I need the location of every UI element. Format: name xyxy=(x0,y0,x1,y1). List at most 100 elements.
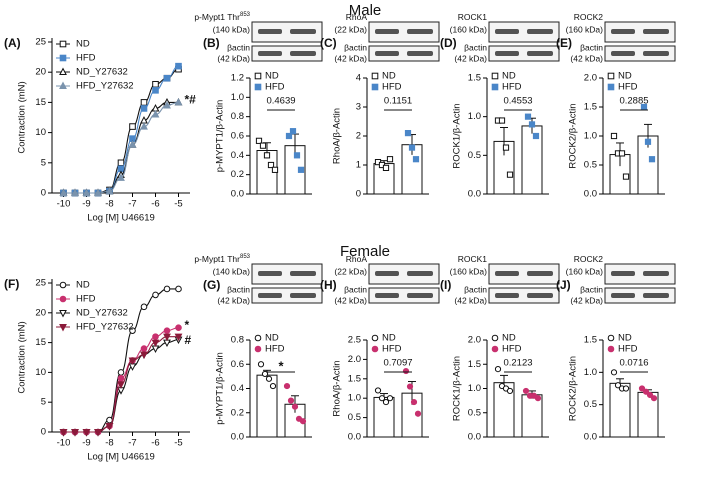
marker xyxy=(386,395,394,402)
blot-band xyxy=(495,293,519,298)
blot-control-kda: (42 kDa) xyxy=(217,295,250,305)
marker xyxy=(494,366,502,373)
legend-label: HFD xyxy=(265,82,285,93)
marker xyxy=(151,339,160,348)
blot-band xyxy=(375,271,399,276)
blot-band xyxy=(495,51,519,56)
y-axis-label: RhoA/β-Actin xyxy=(332,108,343,164)
marker xyxy=(646,391,654,399)
marker xyxy=(117,381,125,389)
marker xyxy=(524,113,532,120)
blot-control xyxy=(251,45,323,62)
blot-control-label: βactin xyxy=(227,42,250,52)
blot-band xyxy=(375,51,399,56)
marker xyxy=(498,117,506,124)
panel-label: (I) xyxy=(440,278,451,292)
marker xyxy=(117,173,125,181)
panel-label: (C) xyxy=(320,36,337,50)
blot-target-label: RhoA xyxy=(346,12,368,22)
y-tick-label: 0.4 xyxy=(231,150,244,161)
marker xyxy=(642,388,650,395)
marker xyxy=(163,285,171,293)
marker xyxy=(59,281,67,289)
y-tick-label: 10 xyxy=(35,127,46,138)
significance: 0.1151 xyxy=(384,96,412,107)
marker xyxy=(255,137,263,144)
blot-band xyxy=(258,293,282,298)
marker xyxy=(287,397,295,404)
legend-label: HFD_Y27632 xyxy=(76,322,134,333)
y-tick-label: 0.5 xyxy=(468,407,481,418)
blot-band xyxy=(527,29,553,34)
y-tick-label: 0.0 xyxy=(468,189,481,200)
marker xyxy=(283,382,291,390)
blot-band xyxy=(407,293,433,298)
marker xyxy=(152,80,159,88)
blot-target-name: ROCK1 xyxy=(458,12,488,22)
y-tick-label: 1.0 xyxy=(584,131,597,142)
marker xyxy=(371,72,379,80)
y-tick-label: 4 xyxy=(356,73,361,84)
marker xyxy=(491,345,499,353)
blot-target xyxy=(368,263,440,285)
marker xyxy=(622,385,630,392)
blot-band xyxy=(375,293,399,298)
marker xyxy=(406,383,414,390)
legend-label: ND xyxy=(618,71,632,82)
y-tick-label: 1.5 xyxy=(468,73,481,84)
marker xyxy=(163,74,171,82)
x-tick-label: -8 xyxy=(105,199,113,210)
blot-target xyxy=(488,263,560,285)
blot-target xyxy=(251,21,323,43)
blot-band xyxy=(527,293,553,298)
section-heading: Male xyxy=(349,2,382,19)
blot-band xyxy=(611,271,635,276)
marker xyxy=(261,370,269,378)
blot-band xyxy=(258,29,282,34)
marker xyxy=(371,334,379,342)
blot-band xyxy=(290,293,316,298)
marker xyxy=(265,375,273,382)
y-tick-label: 0 xyxy=(41,188,46,199)
marker xyxy=(650,395,658,402)
marker xyxy=(404,130,412,137)
marker xyxy=(59,54,67,62)
panel-label: (H) xyxy=(320,278,337,292)
blot-band xyxy=(527,51,553,56)
x-tick-label: -8 xyxy=(105,438,113,449)
y-tick-label: 0.6 xyxy=(231,359,244,370)
marker xyxy=(175,324,182,332)
significance: * xyxy=(185,318,190,332)
x-tick-label: -7 xyxy=(128,438,136,449)
marker xyxy=(128,140,137,148)
marker xyxy=(105,186,114,195)
x-axis-label: Log [M] U46619 xyxy=(87,452,155,463)
marker xyxy=(297,166,305,173)
marker xyxy=(289,128,297,135)
legend-label: ND xyxy=(265,71,279,82)
blot-target-label: ROCK2 xyxy=(574,12,604,22)
blot-target-label: ROCK2 xyxy=(574,254,604,264)
significance: * xyxy=(278,358,284,373)
blot-control xyxy=(488,45,560,62)
legend-label: HFD xyxy=(618,82,638,93)
y-tick-label: 0.0 xyxy=(584,432,597,443)
marker xyxy=(414,410,422,417)
y-tick-label: 0.5 xyxy=(584,399,597,410)
blot-target-label: ROCK1 xyxy=(458,12,488,22)
blot-target xyxy=(488,21,560,43)
blot-target-name: ROCK1 xyxy=(458,254,488,264)
blot-band xyxy=(407,29,433,34)
marker xyxy=(163,327,171,334)
marker xyxy=(140,351,148,359)
x-tick-label: -9 xyxy=(82,199,90,210)
marker xyxy=(254,83,262,91)
legend-label: ND xyxy=(265,333,279,344)
blot-target-name: RhoA xyxy=(346,12,368,22)
blot-target-name: ROCK2 xyxy=(574,12,604,22)
y-tick-label: 5 xyxy=(41,157,46,168)
blot-control-label: βactin xyxy=(464,42,487,52)
marker xyxy=(59,295,67,303)
legend-label: ND xyxy=(382,333,396,344)
blot-control-kda: (42 kDa) xyxy=(570,53,603,63)
